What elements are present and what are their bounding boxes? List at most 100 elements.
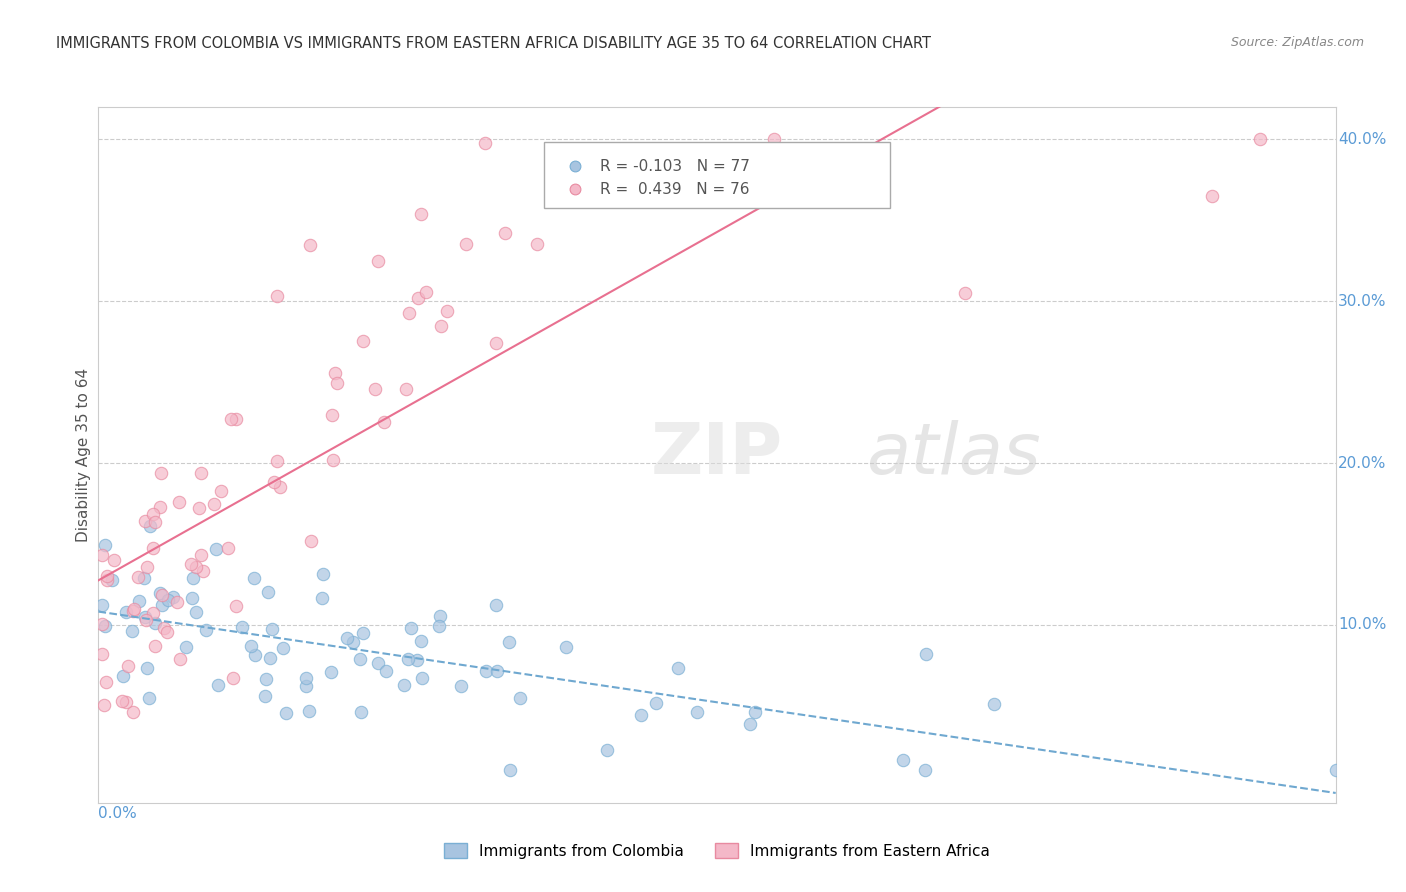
Point <box>411 207 433 221</box>
Point <box>429 608 451 623</box>
Point <box>1324 764 1347 778</box>
Point <box>148 586 170 600</box>
Point <box>222 671 245 685</box>
Point <box>352 626 374 640</box>
Point <box>398 306 420 320</box>
Point <box>485 599 508 613</box>
Point <box>254 672 277 686</box>
Point <box>112 669 135 683</box>
Point <box>554 640 576 655</box>
Point <box>415 285 437 299</box>
Legend: Immigrants from Colombia, Immigrants from Eastern Africa: Immigrants from Colombia, Immigrants fro… <box>439 837 995 864</box>
Point <box>225 599 247 613</box>
Point <box>202 497 225 511</box>
Point <box>367 254 389 268</box>
Point <box>90 647 112 661</box>
Point <box>298 238 321 252</box>
Point <box>1249 132 1271 146</box>
Point <box>253 689 276 703</box>
Point <box>194 624 217 638</box>
Point <box>150 588 173 602</box>
Point <box>156 624 179 639</box>
Text: 40.0%: 40.0% <box>1339 132 1386 147</box>
Point <box>395 382 418 396</box>
Point <box>121 624 143 639</box>
Point <box>406 291 429 305</box>
Text: 10.0%: 10.0% <box>1339 617 1386 632</box>
Point <box>190 548 212 562</box>
Point <box>509 691 531 706</box>
Point <box>143 515 166 529</box>
Point <box>191 564 214 578</box>
Text: 0.0%: 0.0% <box>98 806 138 822</box>
Point <box>239 640 262 654</box>
Point <box>156 593 179 607</box>
Point <box>571 182 593 196</box>
Point <box>375 664 398 678</box>
Point <box>498 635 520 649</box>
Point <box>409 634 432 648</box>
Point <box>142 606 165 620</box>
Text: 20.0%: 20.0% <box>1339 456 1386 470</box>
Point <box>187 500 209 515</box>
Point <box>319 665 342 679</box>
Point <box>891 753 914 767</box>
Text: atlas: atlas <box>866 420 1040 490</box>
Point <box>143 639 166 653</box>
Point <box>207 678 229 692</box>
Point <box>394 678 416 692</box>
Point <box>243 648 266 662</box>
Point <box>271 640 294 655</box>
Point <box>326 376 349 390</box>
Point <box>269 480 291 494</box>
Point <box>474 664 496 678</box>
Point <box>115 695 138 709</box>
Point <box>91 616 114 631</box>
Point <box>350 705 373 719</box>
Point <box>134 514 156 528</box>
Point <box>219 411 242 425</box>
Point <box>231 619 253 633</box>
Point <box>405 653 427 667</box>
Point <box>596 743 619 757</box>
Point <box>630 708 652 723</box>
Point <box>122 604 145 618</box>
Point <box>150 599 173 613</box>
Point <box>263 475 285 490</box>
Point <box>142 507 165 521</box>
Point <box>149 467 172 481</box>
Point <box>429 319 451 334</box>
Text: R =  0.439   N = 76: R = 0.439 N = 76 <box>599 182 749 196</box>
Point <box>166 595 188 609</box>
Point <box>132 571 155 585</box>
Point <box>373 415 395 429</box>
Point <box>645 696 668 710</box>
Point <box>136 660 159 674</box>
Point <box>311 591 333 605</box>
Point <box>181 591 204 606</box>
Point <box>266 453 288 467</box>
Point <box>274 706 297 721</box>
Point <box>96 569 118 583</box>
FancyBboxPatch shape <box>544 142 890 208</box>
Point <box>139 519 162 533</box>
Point <box>738 717 761 731</box>
Point <box>323 366 346 380</box>
Point <box>184 560 207 574</box>
Point <box>90 548 112 562</box>
Point <box>436 304 458 318</box>
Text: R = -0.103   N = 77: R = -0.103 N = 77 <box>599 159 749 174</box>
Point <box>321 409 343 423</box>
Text: ZIP: ZIP <box>651 420 783 490</box>
Point <box>456 237 478 252</box>
Point <box>162 590 184 604</box>
Point <box>295 671 318 685</box>
Point <box>298 705 321 719</box>
Point <box>142 541 165 555</box>
Point <box>486 664 509 678</box>
Point <box>411 671 433 685</box>
Text: 30.0%: 30.0% <box>1339 293 1386 309</box>
Point <box>190 467 212 481</box>
Point <box>209 484 232 499</box>
Point <box>686 705 709 719</box>
